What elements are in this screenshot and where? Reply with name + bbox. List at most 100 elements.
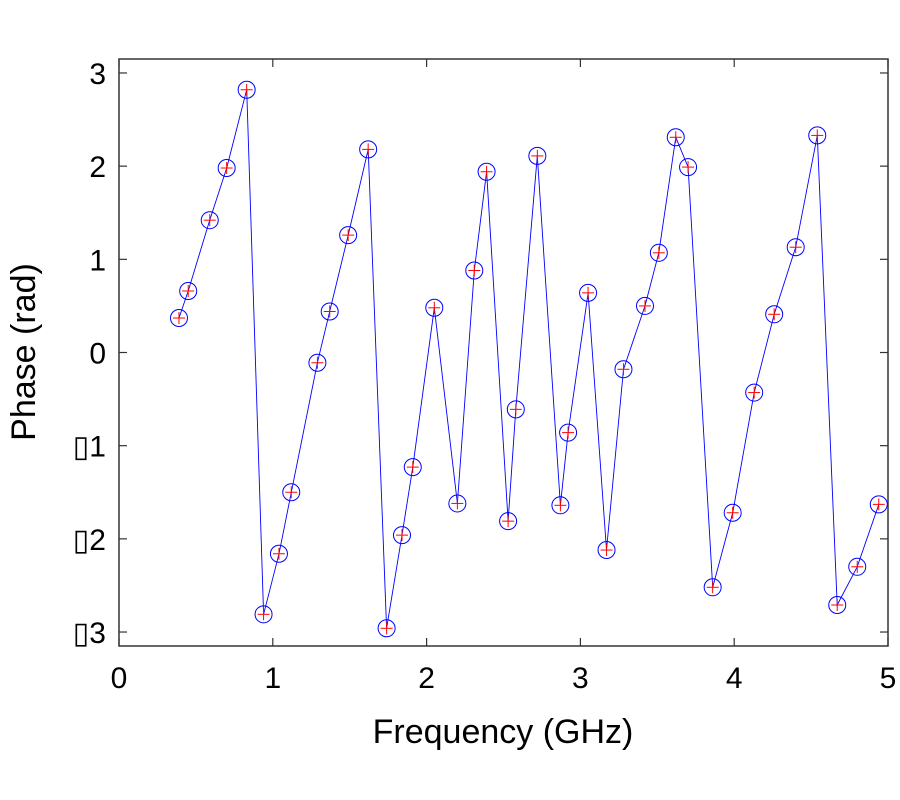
tick-labels-layer: 0 1 2 3 4 5 3 2 1 0 ▯1 ▯2 ▯3 <box>73 58 897 695</box>
markers-layer <box>169 80 888 638</box>
point-marker-circle <box>425 298 444 317</box>
point-marker-circle <box>339 226 358 245</box>
point-marker-circle <box>403 458 422 477</box>
point-marker-circle <box>477 162 496 181</box>
y-tick-label: ▯1 <box>73 431 106 464</box>
data-point <box>282 483 301 502</box>
point-marker-circle <box>848 557 867 576</box>
point-marker-circle <box>649 243 668 262</box>
data-point <box>848 557 867 576</box>
data-point <box>597 541 616 560</box>
point-marker-circle <box>320 302 339 321</box>
data-point <box>528 146 547 165</box>
data-point <box>786 238 805 257</box>
point-marker-circle <box>579 283 598 302</box>
data-point <box>169 309 188 328</box>
data-point <box>559 423 578 442</box>
point-marker-circle <box>506 400 525 419</box>
point-marker-circle <box>465 261 484 280</box>
y-tick-label: ▯3 <box>73 617 106 650</box>
data-point <box>403 458 422 477</box>
point-marker-circle <box>499 512 518 531</box>
y-tick-label: 3 <box>89 58 106 91</box>
data-point <box>254 605 273 624</box>
x-tick-label: 1 <box>264 662 281 695</box>
data-point <box>320 302 339 321</box>
y-tick-label: 1 <box>89 244 106 277</box>
point-marker-circle <box>786 238 805 257</box>
series-line <box>178 89 880 629</box>
point-marker-circle <box>828 596 847 615</box>
data-point <box>649 243 668 262</box>
data-point <box>200 211 219 230</box>
point-marker-circle <box>666 128 685 147</box>
point-marker-circle <box>723 503 742 522</box>
data-point <box>579 283 598 302</box>
point-marker-circle <box>679 158 698 177</box>
data-point <box>359 140 378 159</box>
point-marker-circle <box>551 496 570 515</box>
data-point <box>269 544 288 563</box>
y-tick-label: 2 <box>89 151 106 184</box>
data-point <box>765 305 784 324</box>
x-tick-label: 5 <box>880 662 897 695</box>
data-point <box>237 80 256 99</box>
y-axis-title: Phase (rad) <box>5 263 43 441</box>
x-tick-label: 3 <box>572 662 589 695</box>
point-marker-circle <box>217 159 236 178</box>
x-tick-label: 4 <box>726 662 743 695</box>
data-point <box>808 126 827 145</box>
point-marker-circle <box>808 126 827 145</box>
point-marker-circle <box>282 483 301 502</box>
point-marker-circle <box>269 544 288 563</box>
data-point <box>666 128 685 147</box>
point-marker-circle <box>308 353 327 372</box>
point-marker-circle <box>169 309 188 328</box>
data-point <box>745 383 764 402</box>
point-marker-circle <box>392 526 411 545</box>
point-marker-circle <box>254 605 273 624</box>
point-marker-circle <box>200 211 219 230</box>
data-point <box>179 282 198 301</box>
point-marker-circle <box>559 423 578 442</box>
x-tick-label: 0 <box>111 662 128 695</box>
data-point <box>679 158 698 177</box>
data-point <box>477 162 496 181</box>
x-tick-label: 2 <box>418 662 435 695</box>
point-marker-circle <box>448 494 467 513</box>
point-marker-circle <box>597 541 616 560</box>
data-point <box>828 596 847 615</box>
data-point <box>392 526 411 545</box>
point-marker-circle <box>179 282 198 301</box>
data-point <box>465 261 484 280</box>
point-marker-circle <box>745 383 764 402</box>
data-point <box>377 619 396 638</box>
series-line-layer <box>178 89 880 629</box>
data-point <box>499 512 518 531</box>
data-point <box>703 578 722 597</box>
y-tick-label: ▯2 <box>73 524 106 557</box>
data-point <box>614 360 633 379</box>
data-point <box>339 226 358 245</box>
point-marker-circle <box>765 305 784 324</box>
y-tick-label: 0 <box>89 338 106 371</box>
point-marker-circle <box>528 146 547 165</box>
data-point <box>308 353 327 372</box>
point-marker-circle <box>614 360 633 379</box>
data-point <box>869 495 888 514</box>
data-point <box>723 503 742 522</box>
plot-frame <box>118 58 889 647</box>
point-marker-circle <box>377 619 396 638</box>
point-marker-circle <box>703 578 722 597</box>
point-marker-circle <box>237 80 256 99</box>
x-axis-title: Frequency (GHz) <box>373 713 634 751</box>
data-point <box>448 494 467 513</box>
data-point <box>217 159 236 178</box>
data-point <box>425 298 444 317</box>
point-marker-circle <box>359 140 378 159</box>
data-point <box>506 400 525 419</box>
data-point <box>551 496 570 515</box>
data-point <box>635 296 654 315</box>
